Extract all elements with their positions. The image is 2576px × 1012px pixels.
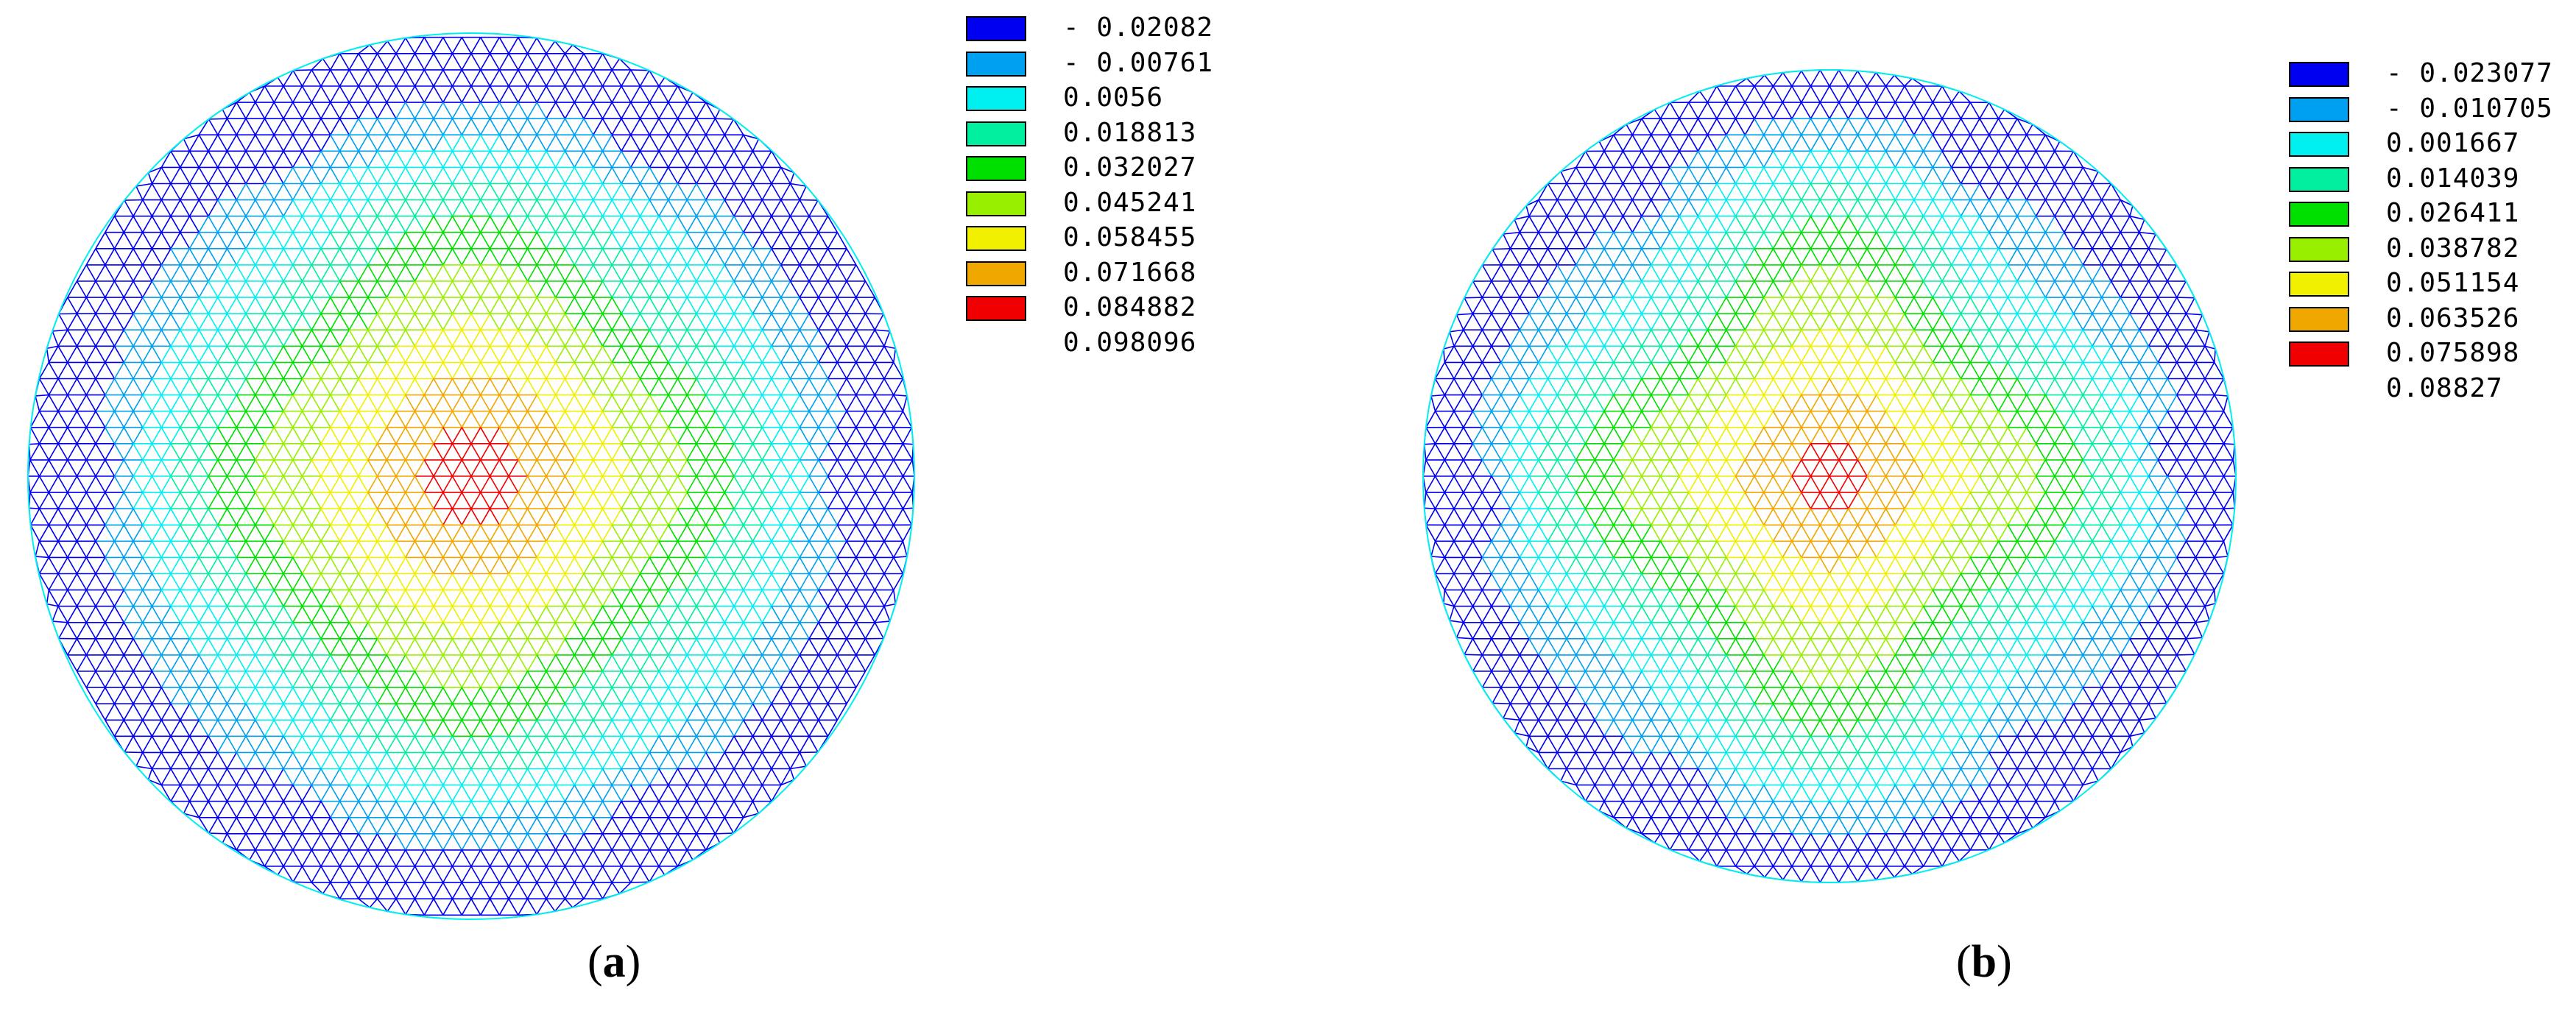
legend-label: 0.001667 <box>2386 128 2520 158</box>
mesh-boundary <box>1422 69 2237 883</box>
mesh-edges <box>1422 69 2237 883</box>
caption-b: (b) <box>1956 937 2012 987</box>
panel-a: - 0.02082 - 0.00761 0.0056 0.018813 0.032027… <box>27 13 1214 987</box>
legend-label: - 0.02082 <box>1063 13 1214 43</box>
legend-swatch <box>966 226 1026 251</box>
legend-label: 0.051154 <box>2386 268 2520 298</box>
legend-label: 0.026411 <box>2386 198 2520 228</box>
legend-label: 0.045241 <box>1063 187 1197 218</box>
legend-swatch <box>966 121 1026 146</box>
legend-swatch <box>2289 96 2349 122</box>
legend-label: 0.038782 <box>2386 233 2520 263</box>
legend-label: 0.063526 <box>2386 302 2520 333</box>
legend-swatch <box>2289 306 2349 332</box>
mesh-plot-b <box>1422 69 2237 883</box>
legend-label: - 0.00761 <box>1063 47 1214 78</box>
mesh-plot-a <box>27 32 915 920</box>
legend-label: 0.018813 <box>1063 117 1197 148</box>
legend-swatch <box>966 16 1026 41</box>
legend-swatch <box>966 296 1026 321</box>
legend-label: - 0.023077 <box>2386 58 2553 88</box>
legend-swatch <box>2289 132 2349 157</box>
legend-swatch <box>2289 236 2349 262</box>
caption-a: (a) <box>587 937 641 987</box>
legend-swatch <box>966 156 1026 181</box>
legend-swatch <box>2289 272 2349 297</box>
legend-swatch <box>966 51 1026 77</box>
legend-swatch <box>2289 166 2349 192</box>
legend-swatch <box>966 86 1026 111</box>
panel-b: - 0.023077 - 0.010705 0.001667 0.014039 0.02… <box>1288 0 2576 1012</box>
legend-label: 0.032027 <box>1063 152 1197 183</box>
legend-swatch <box>2289 202 2349 227</box>
legend-label: - 0.010705 <box>2386 93 2553 124</box>
legend-label: 0.08827 <box>2386 372 2503 403</box>
legend-swatch <box>966 261 1026 286</box>
mesh-boundary <box>27 32 915 920</box>
legend-swatch <box>2289 62 2349 87</box>
legend-swatch <box>966 191 1026 216</box>
legend-label: 0.075898 <box>2386 338 2520 368</box>
legend-label: 0.084882 <box>1063 292 1197 322</box>
legend-label: 0.058455 <box>1063 222 1197 252</box>
mesh-edges <box>27 36 915 916</box>
legend-label: 0.014039 <box>2386 163 2520 194</box>
legend-label: 0.098096 <box>1063 327 1197 358</box>
legend-label: 0.0056 <box>1063 82 1164 113</box>
legend-label: 0.071668 <box>1063 257 1197 288</box>
legend-swatch <box>2289 342 2349 367</box>
